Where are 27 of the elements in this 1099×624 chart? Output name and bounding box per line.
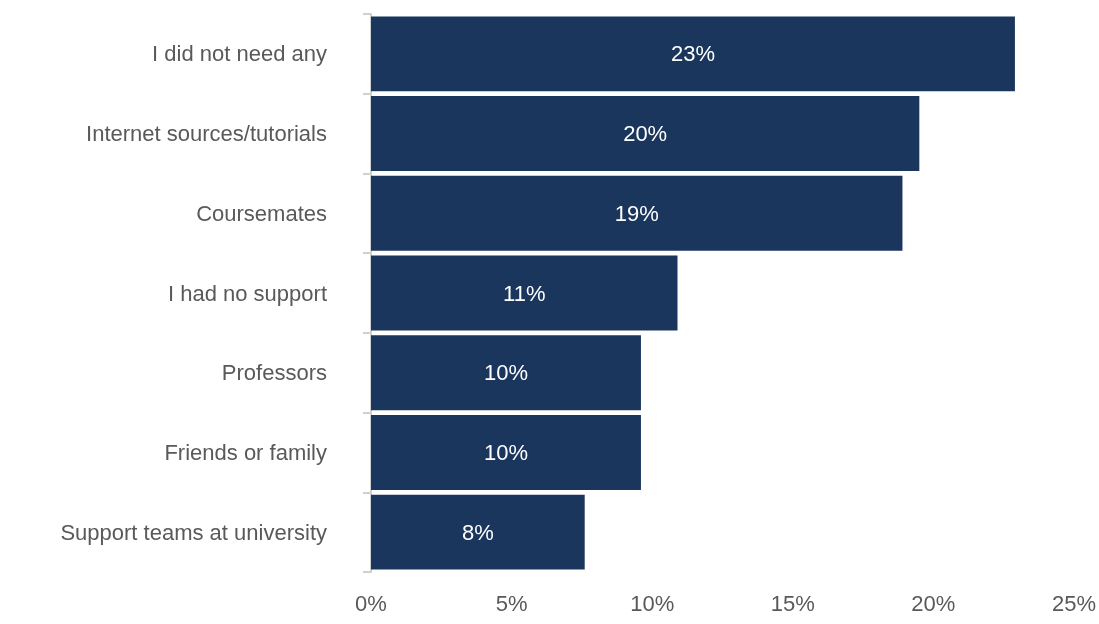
y-tick-label: Coursemates (196, 200, 327, 226)
y-tick-label: Support teams at university (60, 519, 327, 545)
bar (371, 255, 678, 331)
data-label: 19% (614, 200, 659, 226)
y-tick-label: Internet sources/tutorials (86, 121, 327, 147)
x-tick-label: 0% (355, 590, 387, 616)
bar (371, 16, 1015, 92)
data-label: 23% (670, 41, 715, 67)
x-tick-label: 15% (770, 590, 815, 616)
bar (371, 175, 903, 251)
x-tick-label: 5% (495, 590, 528, 616)
data-label: 10% (483, 360, 528, 386)
bar (371, 494, 585, 570)
bar (371, 414, 641, 490)
data-label: 11% (503, 280, 546, 306)
data-label: 20% (623, 121, 668, 147)
y-tick-label: I did not need any (152, 41, 327, 67)
bar (371, 96, 920, 172)
x-tick-label: 25% (1051, 590, 1097, 616)
x-tick-label: 20% (911, 590, 956, 616)
data-label: 8% (461, 519, 494, 545)
bar (371, 335, 641, 411)
x-tick-label: 10% (630, 590, 675, 616)
data-label: 10% (483, 439, 528, 465)
y-tick-label: I had no support (167, 280, 327, 306)
y-tick-label: Professors (221, 360, 327, 386)
y-tick-label: Friends or family (164, 439, 327, 465)
